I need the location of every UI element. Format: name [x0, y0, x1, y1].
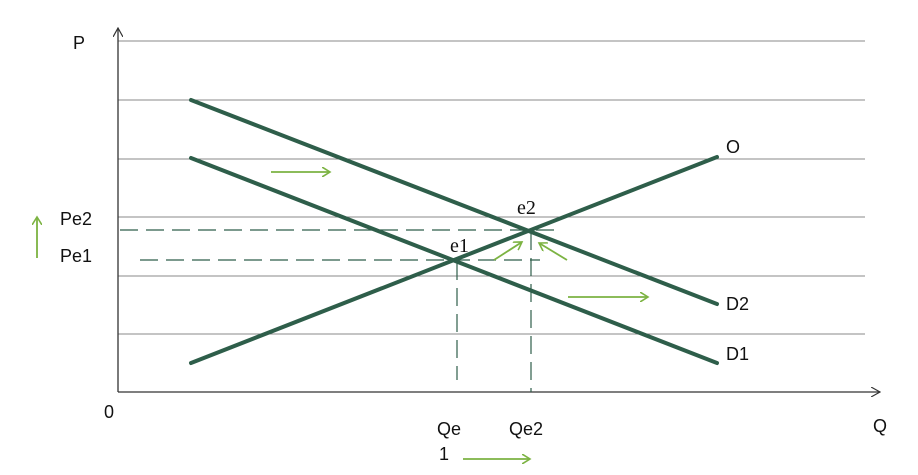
dashed-guides [120, 229, 560, 392]
x-axis-label: Q [873, 416, 887, 436]
qe2-label: Qe2 [509, 419, 543, 439]
shift-arrows [37, 172, 648, 459]
demand-curve-d1 [189, 156, 719, 365]
origin-label: 0 [104, 402, 114, 422]
movement-along-supply-arrow [493, 242, 522, 261]
equilibrium-e1-label: e1 [450, 235, 469, 257]
demand2-curve-label: D2 [726, 294, 749, 314]
qe-subscript-label: 1 [439, 444, 449, 464]
pe2-label: Pe2 [60, 209, 92, 229]
curves [189, 98, 719, 365]
supply-curve-label: O [726, 137, 740, 157]
pe1-label: Pe1 [60, 246, 92, 266]
y-axis-label: P [73, 33, 85, 53]
qe-label: Qe [437, 419, 461, 439]
movement-along-demand-arrow [539, 243, 568, 261]
demand-curve-d2 [189, 98, 719, 306]
grid-lines [118, 40, 865, 335]
equilibrium-e2-label: e2 [517, 197, 536, 219]
demand1-curve-label: D1 [726, 344, 749, 364]
